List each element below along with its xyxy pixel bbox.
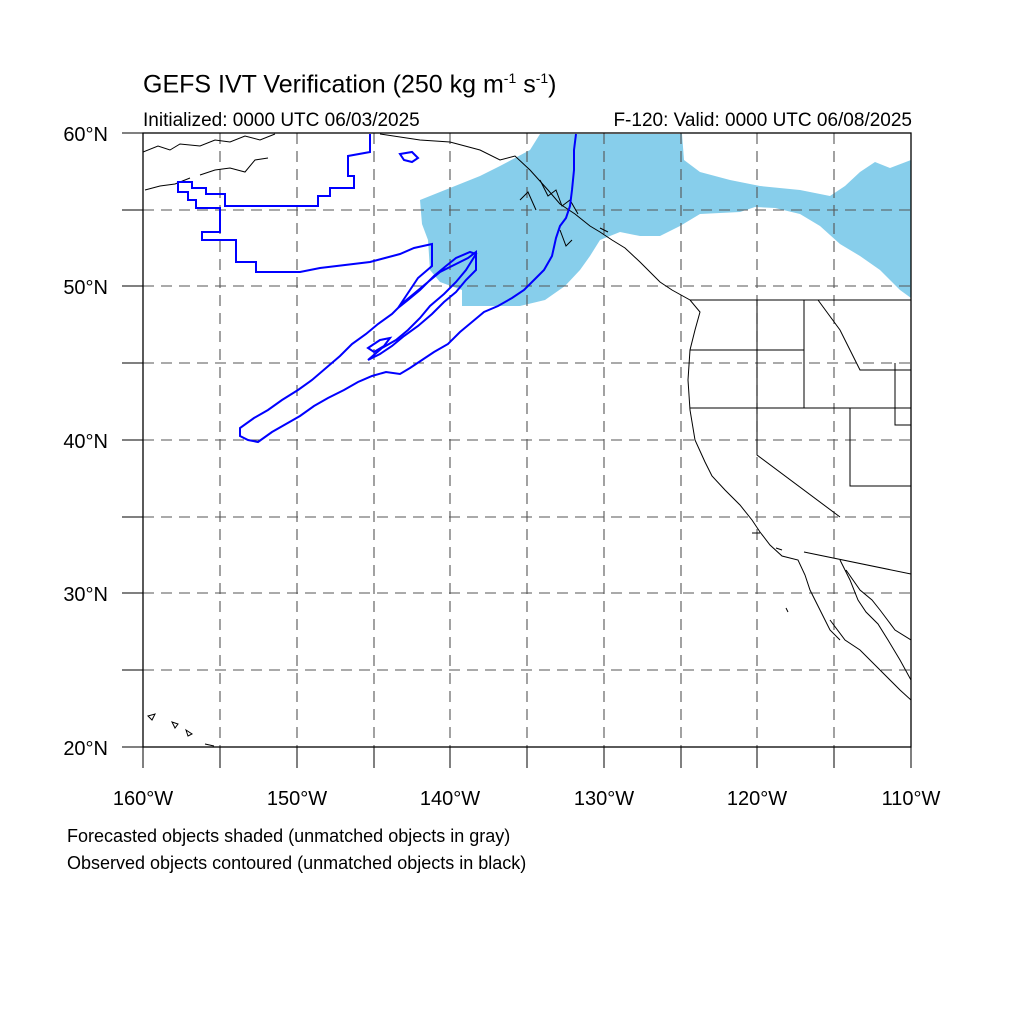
observed-object-north [177,133,577,444]
graticule [143,133,911,747]
hawaii-islands [147,713,215,747]
alaska-coast [143,133,841,641]
lat-label-40: 40°N [63,431,108,453]
mexico-coast [829,619,911,701]
map-title: GEFS IVT Verification (250 kg m-1 s-1) [143,70,557,99]
bc-fjords [519,179,609,247]
valid-time: F-120: Valid: 0000 UTC 06/08/2025 [613,110,912,131]
axis-ticks [122,132,912,768]
lon-label-160w: 160°W [113,788,173,810]
observed-objects [177,133,577,444]
lat-label-30: 30°N [63,584,108,606]
lon-label-140w: 140°W [420,788,480,810]
lat-label-60: 60°N [63,124,108,146]
init-time: Initialized: 0000 UTC 06/03/2025 [143,110,420,131]
lon-label-120w: 120°W [727,788,787,810]
footnote-observed: Observed objects contoured (unmatched ob… [67,853,527,873]
lat-label-50: 50°N [63,277,108,299]
lon-label-130w: 130°W [574,788,634,810]
lon-label-110w: 110°W [882,788,941,810]
state-borders [690,299,911,575]
lat-label-20: 20°N [63,738,108,760]
observed-object-small [398,150,420,164]
channel-islands [752,532,789,613]
coastlines [143,133,911,747]
observed-object-band [366,336,393,354]
baja-coast [839,559,911,681]
footnote-forecast: Forecasted objects shaded (unmatched obj… [67,826,511,846]
forecast-object [420,134,911,306]
lon-label-150w: 150°W [267,788,327,810]
forecast-objects [420,134,911,306]
